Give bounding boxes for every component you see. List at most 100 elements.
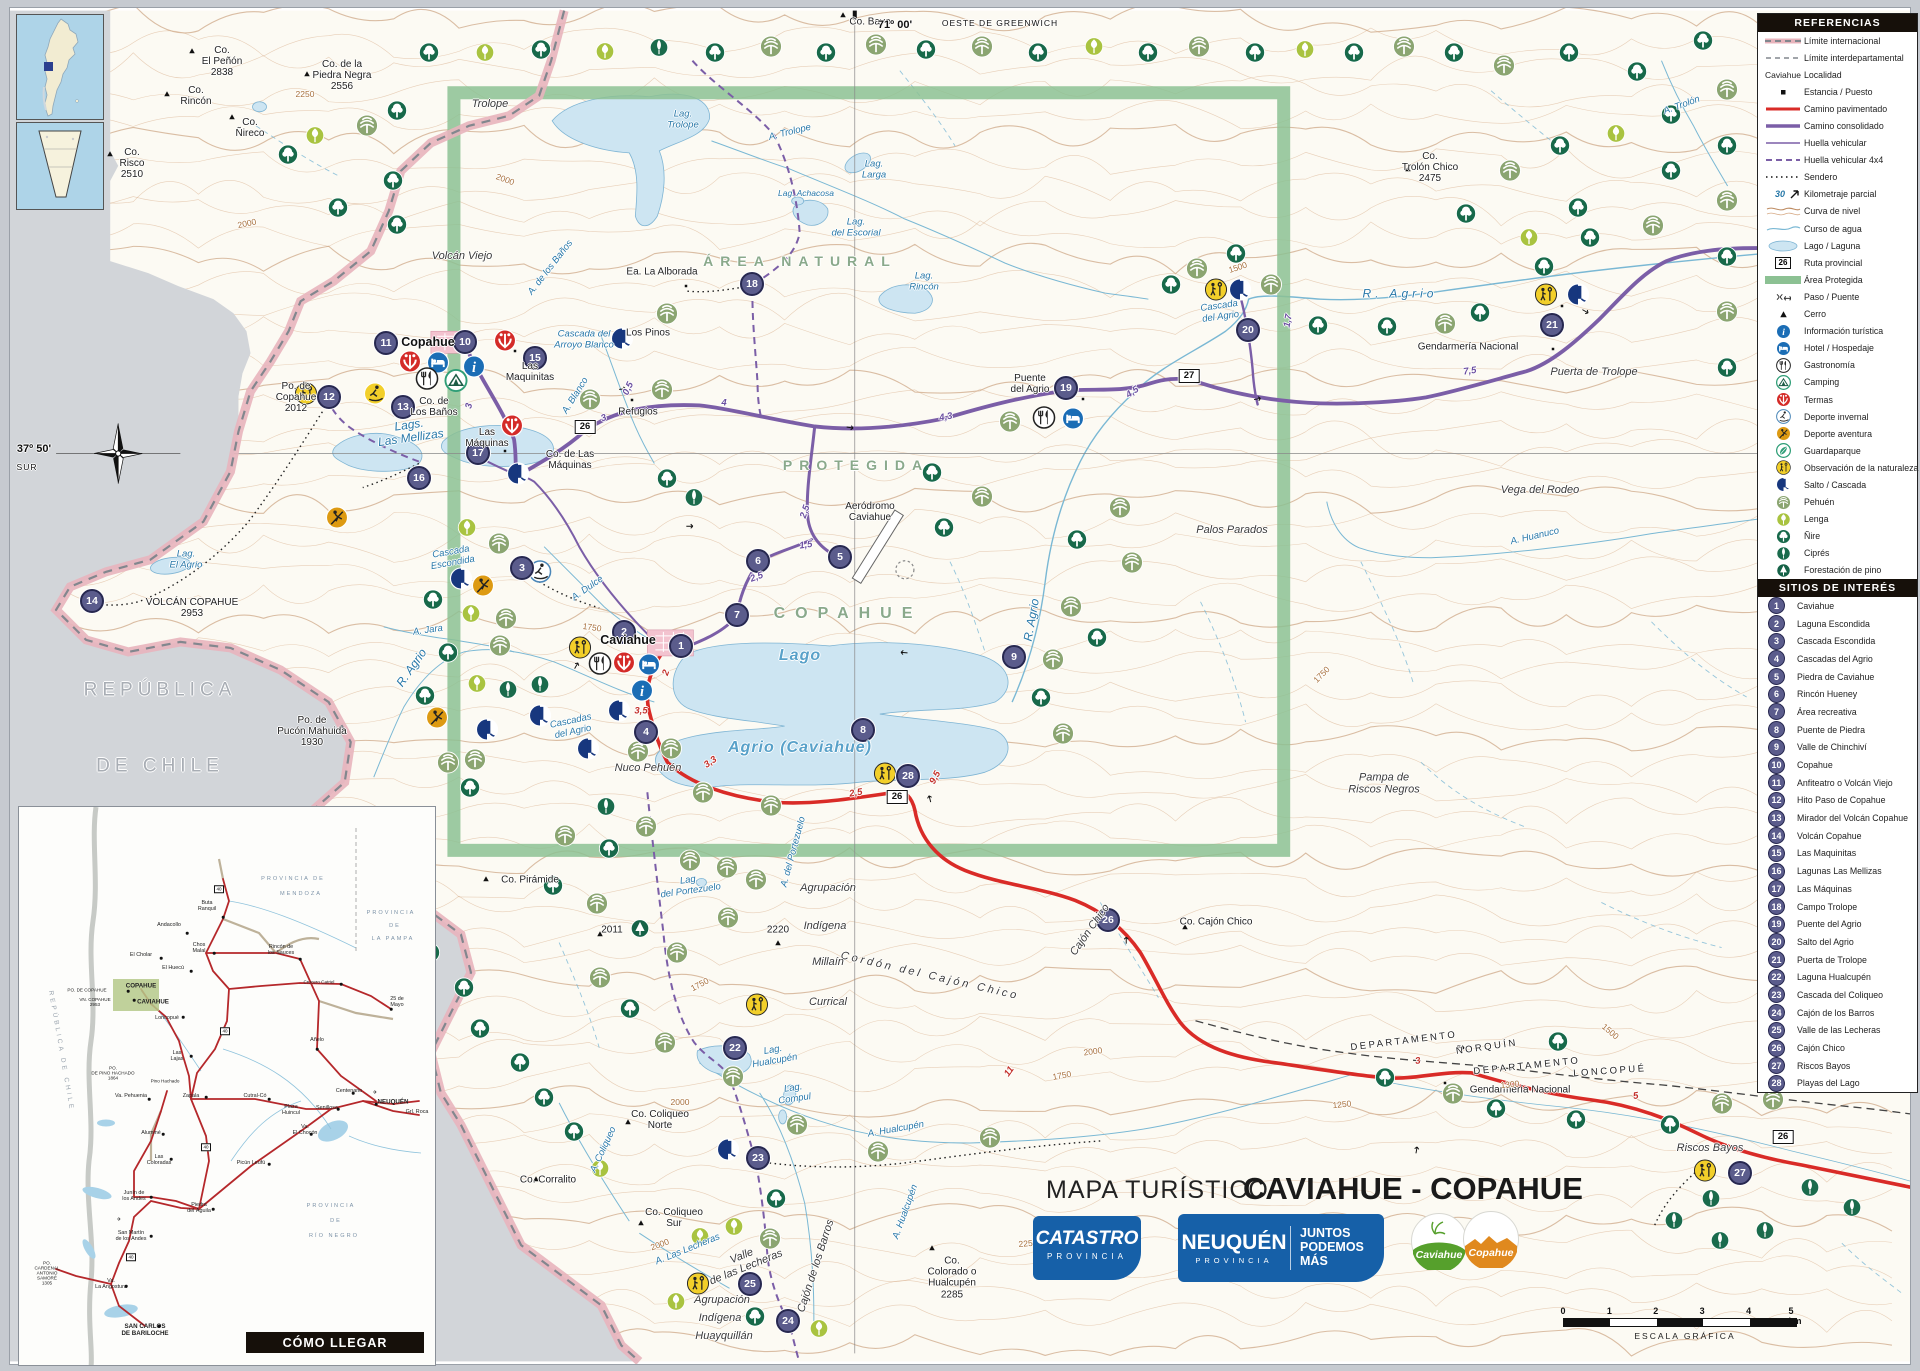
legend-item-cerro: Cerro (1758, 306, 1917, 323)
cons-legend-icon (1762, 119, 1804, 133)
legend-item-km: 30 Kilometraje parcial (1758, 186, 1917, 203)
site-name-label: Cajón Chico (1797, 1043, 1845, 1054)
site-list-item-7: 7 Área recreativa (1758, 703, 1917, 721)
legend-item-hotel: Hotel / Hospedaje (1758, 340, 1917, 357)
catastro-name: CATASTRO (1035, 1228, 1139, 1249)
site-number-badge: 7 (1768, 703, 1785, 721)
svg-text:Caviahue: Caviahue (1416, 1249, 1463, 1261)
legend-item-label: Guardaparque (1804, 445, 1861, 456)
site-list-item-21: 21 Puerta de Trolope (1758, 951, 1917, 969)
legend-item-termas: Termas (1758, 391, 1917, 408)
site-number-badge: 19 (1768, 915, 1785, 933)
legend-item-label: Límite internacional (1804, 35, 1881, 46)
neuquen-tag2: PODEMOS (1300, 1240, 1364, 1255)
site-list-item-23: 23 Cascada del Coliqueo (1758, 986, 1917, 1004)
site-list-item-27: 27 Riscos Bayos (1758, 1057, 1917, 1075)
legend-item-label: Deporte aventura (1804, 428, 1872, 439)
site-name-label: Valle de las Lecheras (1797, 1025, 1881, 1036)
site-number-badge: 6 (1768, 685, 1785, 703)
limint-legend-icon (1762, 34, 1804, 48)
obs-legend-icon (1762, 460, 1804, 476)
svg-text:Copahue: Copahue (1469, 1247, 1514, 1259)
site-number-badge: 9 (1768, 738, 1785, 756)
legend-item-label: Kilometraje parcial (1804, 189, 1877, 200)
scale-tick: 2 (1653, 1306, 1659, 1316)
site-number-badge: 10 (1768, 756, 1785, 774)
site-list-item-28: 28 Playas del Lago (1758, 1074, 1917, 1093)
legend-item-casc: Salto / Cascada (1758, 476, 1917, 493)
legend-item-label: Lago / Laguna (1804, 240, 1861, 251)
legend-item-label: Camino pavimentado (1804, 103, 1888, 114)
legend-item-label: Curso de agua (1804, 223, 1862, 234)
site-list-item-15: 15 Las Maquinitas (1758, 844, 1917, 863)
como-llegar-inset: PROVINCIA DE MENDOZA PROVINCIA DE LA PAMPA PR… (18, 806, 436, 1366)
argentina-locator-inset (16, 14, 104, 120)
cipres-legend-icon (1762, 546, 1804, 561)
site-name-label: Anfiteatro o Volcán Viejo (1797, 777, 1893, 788)
site-name-label: Laguna Escondida (1797, 618, 1870, 629)
site-list-item-10: 10 Copahue (1758, 756, 1917, 774)
site-list-item-2: 2 Laguna Escondida (1758, 615, 1917, 633)
lago-legend-icon (1762, 239, 1804, 253)
sites-title: SITIOS DE INTERÉS (1758, 579, 1917, 597)
legend-item-nire: Ñire (1758, 528, 1917, 545)
scale-tick: 0 (1560, 1306, 1566, 1316)
legend-item-label: Curva de nivel (1804, 206, 1861, 217)
site-name-label: Rincón Hueney (1797, 689, 1858, 700)
legend-item-guarda: Guardaparque (1758, 442, 1917, 459)
hue-legend-icon (1762, 136, 1804, 150)
legend-title: REFERENCIAS (1758, 14, 1917, 32)
map-title: CAVIAHUE - COPAHUE (1243, 1171, 1583, 1206)
site-number-badge: 8 (1768, 721, 1785, 739)
site-list-item-4: 4 Cascadas del Agrio (1758, 650, 1917, 668)
scale-segment (1749, 1319, 1797, 1326)
nire-legend-icon (1762, 529, 1804, 544)
scale-segment (1564, 1319, 1611, 1326)
scale-tick: 1 (1606, 1306, 1612, 1316)
site-number-badge: 24 (1768, 1004, 1785, 1022)
paso-legend-icon (1762, 289, 1804, 305)
site-name-label: Piedra de Caviahue (1797, 671, 1875, 682)
site-list-item-26: 26 Cajón Chico (1758, 1039, 1917, 1057)
site-name-label: Cascada Escondida (1797, 636, 1876, 647)
site-name-label: Volcán Copahue (1797, 830, 1862, 841)
est-legend-icon (1762, 85, 1804, 99)
site-name-label: Puerta de Trolope (1797, 954, 1867, 965)
site-number-badge: 22 (1768, 968, 1785, 986)
loc-legend-icon: Caviahue (1765, 69, 1801, 80)
site-number-badge: 25 (1768, 1021, 1785, 1039)
cerro-legend-icon (1762, 308, 1804, 321)
legend-item-label: Paso / Puente (1804, 291, 1860, 302)
site-number-badge: 15 (1768, 844, 1785, 862)
legend-item-label: Información turística (1804, 326, 1884, 337)
site-list-item-5: 5 Piedra de Caviahue (1758, 668, 1917, 686)
legend-item-gastro: Gastronomía (1758, 357, 1917, 374)
guarda-legend-icon (1762, 443, 1804, 459)
legend-item-label: Camino consolidado (1804, 121, 1884, 132)
site-list-item-19: 19 Puente del Agrio (1758, 915, 1917, 933)
legend-item-ruta: 26 Ruta provincial (1758, 254, 1917, 271)
site-number-badge: 17 (1768, 880, 1785, 898)
legend-item-cons: Camino consolidado (1758, 117, 1917, 134)
site-number-badge: 13 (1768, 809, 1785, 827)
catastro-logo: CATASTRO PROVINCIA (1033, 1216, 1141, 1280)
site-name-label: Copahue (1797, 760, 1833, 771)
legend-item-label: Forestación de pino (1804, 565, 1882, 576)
ruta-legend-icon: 26 (1762, 256, 1804, 269)
site-name-label: Valle de Chinchiví (1797, 742, 1867, 753)
scale-segment (1656, 1319, 1704, 1326)
legend-item-label: Ruta provincial (1804, 257, 1863, 268)
legend-item-agua: Curso de agua (1758, 220, 1917, 237)
site-name-label: Las Máquinas (1797, 883, 1852, 894)
curva-legend-icon (1762, 204, 1804, 218)
km-legend-icon: 30 (1762, 187, 1804, 201)
site-list-item-3: 3 Cascada Escondida (1758, 632, 1917, 650)
legend-item-label: Salto / Cascada (1804, 479, 1867, 490)
legend-item-label: Estancia / Puesto (1804, 86, 1873, 97)
gastro-legend-icon (1762, 357, 1804, 373)
site-name-label: Cajón de los Barros (1797, 1007, 1875, 1018)
site-name-label: Hito Paso de Copahue (1797, 795, 1886, 806)
neuquen-name: NEUQUÉN (1181, 1231, 1287, 1254)
casc-legend-icon (1762, 477, 1804, 493)
